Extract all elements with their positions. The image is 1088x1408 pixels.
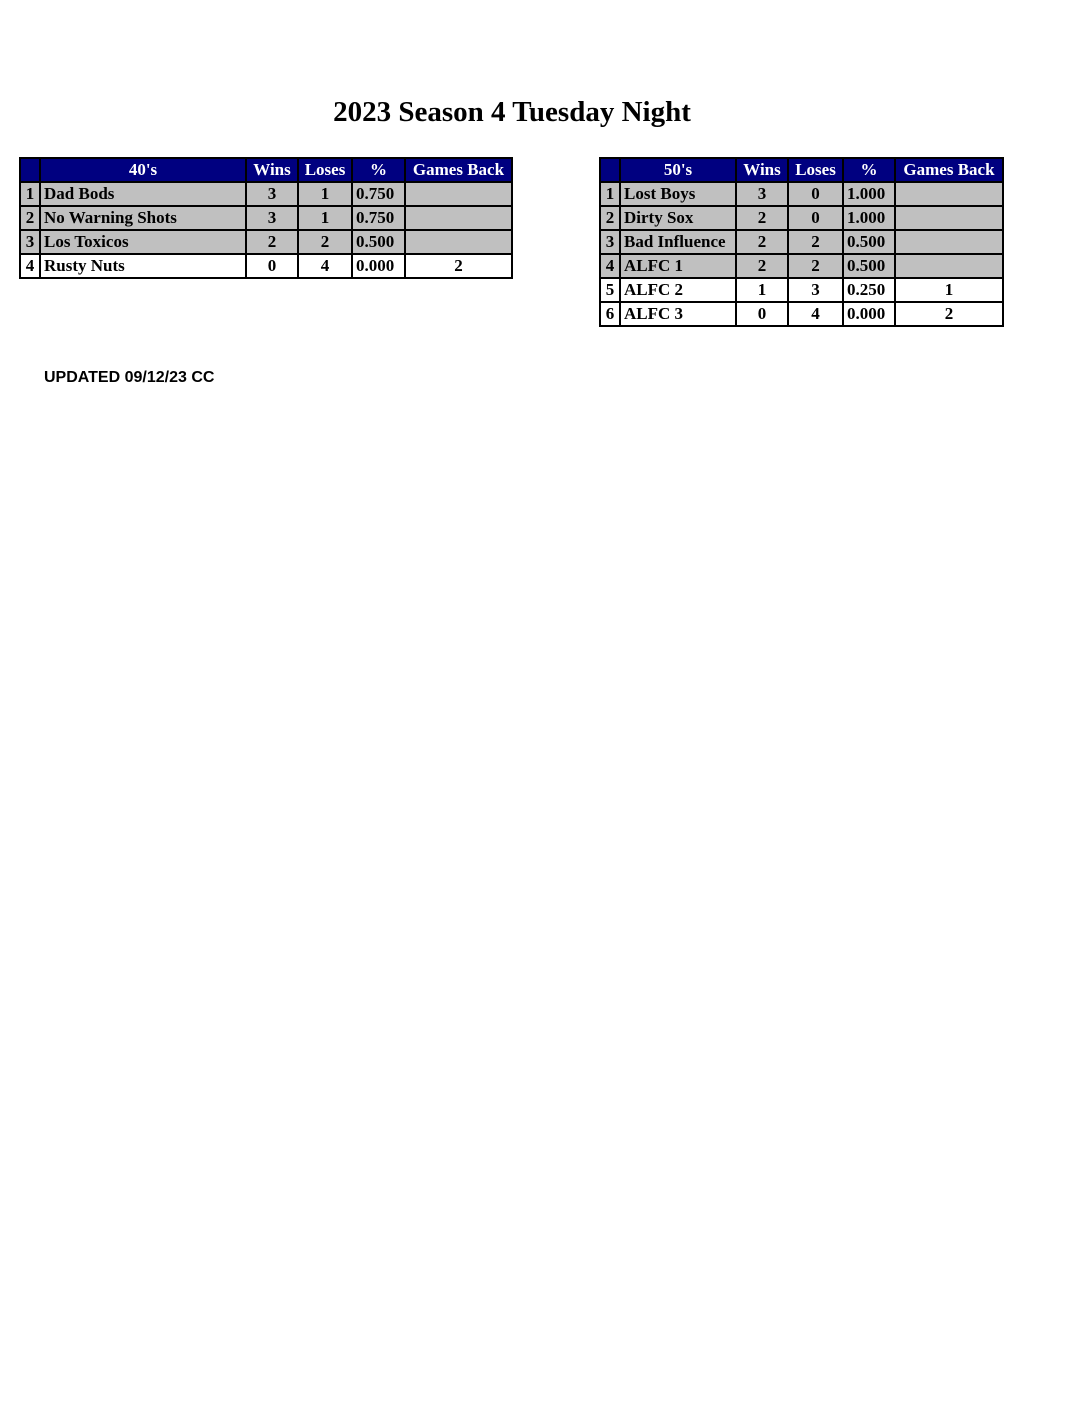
rank-header [599,157,621,183]
games-back-cell [404,229,513,255]
team-name-cell: Dad Bods [39,181,247,207]
wins-cell: 0 [735,301,789,327]
rank-cell: 3 [19,229,41,255]
division-header: 40's [39,157,247,183]
wins-cell: 2 [735,253,789,279]
rank-cell: 5 [599,277,621,303]
games-back-cell [894,229,1004,255]
pct-header: % [842,157,896,183]
table-row: 4 Rusty Nuts 0 4 0.000 2 [19,253,513,279]
page-title: 2023 Season 4 Tuesday Night [333,96,691,128]
games-back-cell: 2 [404,253,513,279]
table-row: 2 No Warning Shots 3 1 0.750 [19,205,513,231]
updated-note: UPDATED 09/12/23 CC [44,369,215,386]
standings-table-40s: 40's Wins Loses % Games Back 1 Dad Bods 3 1… [19,157,513,279]
rank-cell: 6 [599,301,621,327]
pct-cell: 0.500 [842,253,896,279]
loses-cell: 1 [297,181,353,207]
team-name-cell: Los Toxicos [39,229,247,255]
games-back-cell [894,205,1004,231]
team-name-cell: No Warning Shots [39,205,247,231]
standings-table-50s: 50's Wins Loses % Games Back 1 Lost Boys 3… [599,157,1004,327]
wins-cell: 2 [735,205,789,231]
team-name-cell: ALFC 1 [619,253,737,279]
team-name-cell: Dirty Sox [619,205,737,231]
loses-cell: 3 [787,277,844,303]
table-row: 2 Dirty Sox 2 0 1.000 [599,205,1004,231]
header-row: 40's Wins Loses % Games Back [19,157,513,183]
loses-cell: 2 [787,253,844,279]
loses-header: Loses [297,157,353,183]
games-back-cell: 2 [894,301,1004,327]
games-back-cell: 1 [894,277,1004,303]
wins-cell: 1 [735,277,789,303]
rank-cell: 3 [599,229,621,255]
pct-cell: 0.000 [351,253,406,279]
rank-cell: 2 [599,205,621,231]
pct-cell: 0.750 [351,181,406,207]
wins-cell: 3 [735,181,789,207]
table-row: 6 ALFC 3 0 4 0.000 2 [599,301,1004,327]
rank-cell: 1 [19,181,41,207]
loses-cell: 0 [787,181,844,207]
wins-cell: 3 [245,181,299,207]
table-row: 1 Lost Boys 3 0 1.000 [599,181,1004,207]
loses-cell: 2 [787,229,844,255]
team-name-cell: Lost Boys [619,181,737,207]
table-row: 4 ALFC 1 2 2 0.500 [599,253,1004,279]
team-name-cell: Bad Influence [619,229,737,255]
loses-cell: 1 [297,205,353,231]
pct-cell: 0.000 [842,301,896,327]
rank-cell: 4 [19,253,41,279]
rank-cell: 1 [599,181,621,207]
pct-cell: 1.000 [842,181,896,207]
games-back-cell [404,205,513,231]
table-row: 1 Dad Bods 3 1 0.750 [19,181,513,207]
games-back-cell [404,181,513,207]
wins-cell: 3 [245,205,299,231]
division-header: 50's [619,157,737,183]
pct-cell: 0.750 [351,205,406,231]
loses-cell: 4 [787,301,844,327]
rank-header [19,157,41,183]
games-back-header: Games Back [894,157,1004,183]
rank-cell: 2 [19,205,41,231]
rank-cell: 4 [599,253,621,279]
table-row: 3 Los Toxicos 2 2 0.500 [19,229,513,255]
games-back-cell [894,181,1004,207]
table-row: 5 ALFC 2 1 3 0.250 1 [599,277,1004,303]
header-row: 50's Wins Loses % Games Back [599,157,1004,183]
wins-cell: 2 [245,229,299,255]
games-back-cell [894,253,1004,279]
pct-cell: 0.500 [351,229,406,255]
games-back-header: Games Back [404,157,513,183]
loses-cell: 0 [787,205,844,231]
team-name-cell: ALFC 3 [619,301,737,327]
pct-cell: 1.000 [842,205,896,231]
pct-cell: 0.500 [842,229,896,255]
loses-cell: 4 [297,253,353,279]
wins-header: Wins [735,157,789,183]
pct-cell: 0.250 [842,277,896,303]
wins-header: Wins [245,157,299,183]
loses-header: Loses [787,157,844,183]
pct-header: % [351,157,406,183]
table-row: 3 Bad Influence 2 2 0.500 [599,229,1004,255]
wins-cell: 2 [735,229,789,255]
team-name-cell: ALFC 2 [619,277,737,303]
wins-cell: 0 [245,253,299,279]
team-name-cell: Rusty Nuts [39,253,247,279]
loses-cell: 2 [297,229,353,255]
